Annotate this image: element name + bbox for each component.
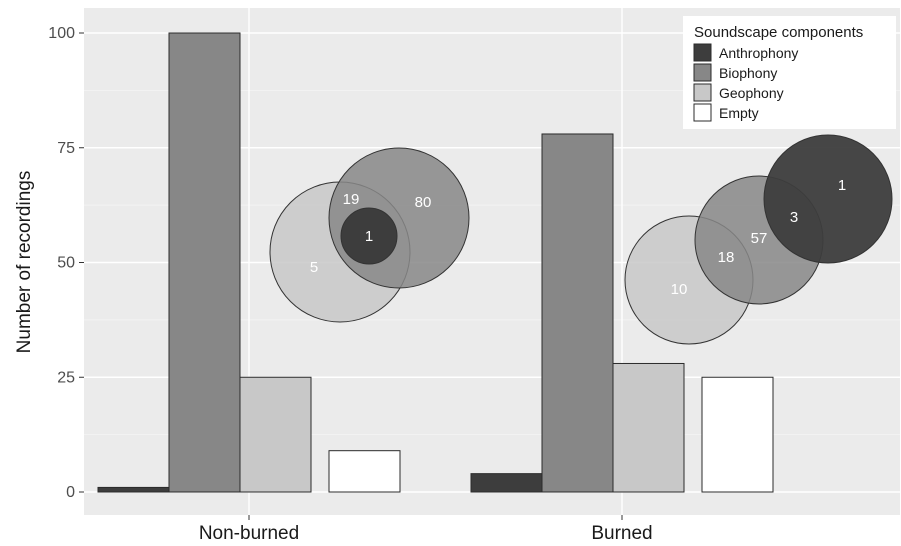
bar-geophony <box>612 362 685 493</box>
legend-label-geophony: Geophony <box>719 85 784 101</box>
legend-label-empty: Empty <box>719 105 759 121</box>
venn-count: 10 <box>671 281 688 298</box>
legend: Soundscape components Anthrophony Biophon… <box>683 16 896 129</box>
legend-key-anthrophony <box>693 43 712 62</box>
bar-empty <box>328 450 401 493</box>
venn-count: 1 <box>365 228 373 245</box>
venn-count: 80 <box>415 194 432 211</box>
legend-key-empty <box>693 103 712 122</box>
y-tick-label: 0 <box>66 484 75 501</box>
legend-label-anthrophony: Anthrophony <box>719 45 798 61</box>
y-tick-label: 50 <box>57 255 75 272</box>
y-tick-label: 75 <box>57 140 75 157</box>
bar-geophony <box>239 376 312 493</box>
x-tick-label: Burned <box>591 523 652 544</box>
venn-circle-anthrophony <box>763 134 893 264</box>
venn-burned: 10 18 57 3 1 <box>624 134 893 345</box>
legend-key-geophony <box>693 83 712 102</box>
venn-count: 19 <box>343 191 360 208</box>
x-axis: Non-burned Burned <box>199 515 653 544</box>
venn-count: 18 <box>718 249 735 266</box>
venn-non-burned: 5 19 80 1 <box>269 147 470 323</box>
venn-circle-anthrophony <box>340 207 398 265</box>
bars <box>97 32 774 493</box>
bar-biophony <box>168 32 241 493</box>
bar-empty <box>701 376 774 493</box>
bar-anthrophony <box>97 486 170 493</box>
legend-label-biophony: Biophony <box>719 65 777 81</box>
bar-anthrophony <box>470 473 543 493</box>
bar-biophony <box>541 133 614 493</box>
venn-count: 1 <box>838 177 846 194</box>
y-tick-label: 25 <box>57 369 75 386</box>
x-tick-label: Non-burned <box>199 523 299 544</box>
y-axis-title: Number of recordings <box>14 171 35 354</box>
legend-background <box>683 16 896 129</box>
legend-title: Soundscape components <box>694 24 863 41</box>
legend-key-biophony <box>693 63 712 82</box>
venn-count: 5 <box>310 259 318 276</box>
venn-count: 57 <box>751 230 768 247</box>
y-tick-label: 100 <box>48 25 75 42</box>
venn-count: 3 <box>790 209 798 226</box>
y-axis: 0 25 50 75 100 <box>48 25 84 501</box>
